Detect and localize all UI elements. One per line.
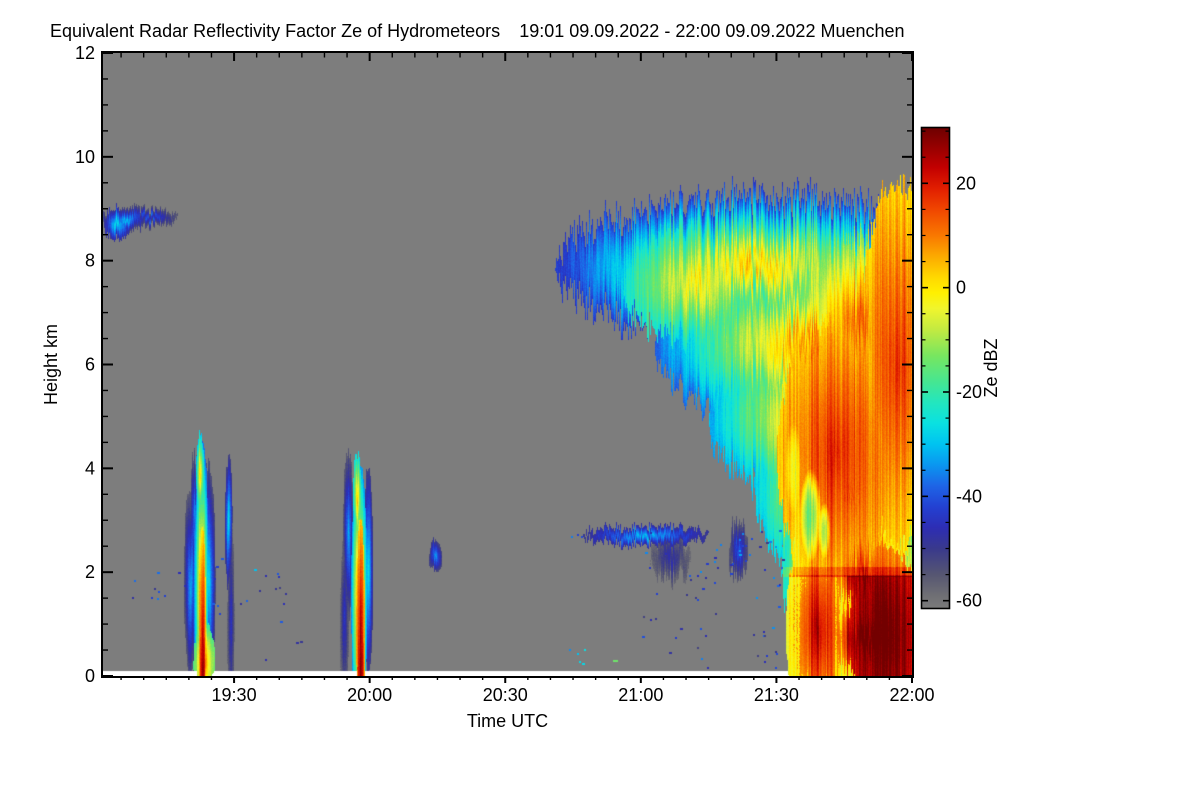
y-tick-label: 0	[85, 666, 95, 686]
y-tick-label: 12	[75, 43, 95, 63]
x-tick-label: 20:30	[483, 685, 528, 705]
y-tick-label: 8	[85, 251, 95, 271]
colorbar-tick-label: 20	[956, 173, 976, 193]
x-tick-label: 21:00	[618, 685, 663, 705]
x-axis-label: Time UTC	[467, 711, 548, 731]
colorbar-tick-label: -20	[956, 382, 982, 402]
y-tick-label: 4	[85, 458, 95, 478]
colorbar-tick-label: -60	[956, 591, 982, 611]
colorbar-tick-label: 0	[956, 278, 966, 298]
x-tick-label: 22:00	[889, 685, 934, 705]
colorbar-label: Ze dBZ	[981, 338, 1001, 397]
colorbar-tick-label: -40	[956, 486, 982, 506]
radar-heatmap-canvas	[103, 53, 912, 676]
chart-title-main: Equivalent Radar Reflectivity Factor Ze …	[50, 21, 501, 41]
x-tick-label: 20:00	[347, 685, 392, 705]
x-tick-label: 21:30	[754, 685, 799, 705]
chart-title-timerange: 19:01 09.09.2022 - 22:00 09.09.2022 Muen…	[519, 21, 905, 41]
y-tick-label: 2	[85, 562, 95, 582]
x-tick-label: 19:30	[212, 685, 257, 705]
y-axis-label: Height km	[41, 324, 61, 405]
colorbar-frame	[920, 126, 951, 610]
chart-title: Equivalent Radar Reflectivity Factor Ze …	[50, 21, 905, 42]
y-tick-label: 10	[75, 147, 95, 167]
colorbar-gradient	[922, 128, 949, 608]
y-tick-label: 6	[85, 355, 95, 375]
